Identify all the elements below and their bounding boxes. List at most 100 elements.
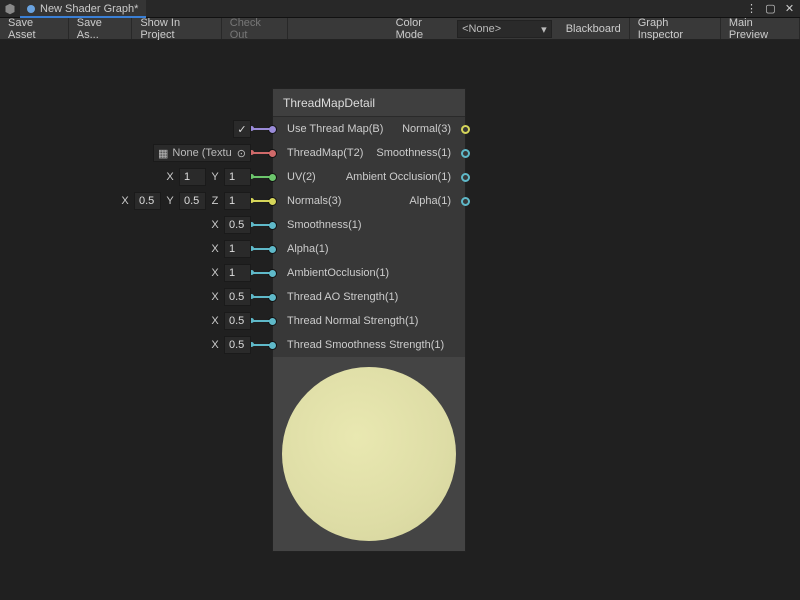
checkbox[interactable]: ✓ (233, 120, 251, 138)
close-icon[interactable]: ✕ (783, 2, 796, 15)
shader-node-threadmapdetail[interactable]: ThreadMapDetail Use Thread Map(B)✓Normal… (272, 88, 466, 552)
node-row: Normals(3)X0.5Y0.5Z1Alpha(1) (273, 189, 465, 213)
vector-component-label: X (208, 267, 222, 279)
vector-component-field[interactable]: 1 (224, 264, 251, 282)
color-mode-label: Color Mode (388, 18, 457, 39)
vector-component-label: X (208, 315, 222, 327)
vector-component-field[interactable]: 0.5 (134, 192, 161, 210)
input-port-label: UV(2) (287, 171, 316, 183)
port-connector (251, 248, 273, 250)
texture-icon: ▦ (158, 147, 168, 160)
blackboard-button[interactable]: Blackboard (558, 18, 630, 39)
port-connector (251, 176, 273, 178)
vector-component-label: X (208, 339, 222, 351)
input-port-label: Use Thread Map(B) (287, 123, 383, 135)
tab-title: New Shader Graph* (40, 3, 138, 15)
vector-component-field[interactable]: 0.5 (179, 192, 206, 210)
output-port-label: Ambient Occlusion(1) (346, 171, 451, 183)
vector-component-label: X (163, 171, 177, 183)
vector-component-label: X (118, 195, 132, 207)
port-inline-input: ▦ None (Textu ⊙ (153, 144, 251, 162)
output-port[interactable] (461, 149, 470, 158)
output-port-label: Normal(3) (402, 123, 451, 135)
node-row: Thread AO Strength(1)X0.5 (273, 285, 465, 309)
preview-sphere (282, 367, 456, 541)
input-port-label: Normals(3) (287, 195, 341, 207)
vector-component-field[interactable]: 1 (224, 240, 251, 258)
shadergraph-icon (26, 4, 36, 14)
graph-inspector-button[interactable]: Graph Inspector (630, 18, 721, 39)
object-field-text: None (Textu (172, 147, 232, 159)
vector-component-label: Y (163, 195, 177, 207)
kebab-menu-icon[interactable]: ⋮ (745, 2, 758, 15)
color-mode-dropdown[interactable]: <None> ▾ (457, 20, 552, 38)
input-port-label: ThreadMap(T2) (287, 147, 363, 159)
vector-component-field[interactable]: 0.5 (224, 336, 251, 354)
port-inline-input: X1Y1 (163, 168, 251, 186)
input-port-label: Thread Normal Strength(1) (287, 315, 418, 327)
node-row: Smoothness(1)X0.5 (273, 213, 465, 237)
output-port[interactable] (461, 173, 470, 182)
node-row: Alpha(1)X1 (273, 237, 465, 261)
input-port-label: Alpha(1) (287, 243, 329, 255)
node-row: Use Thread Map(B)✓Normal(3) (273, 117, 465, 141)
port-inline-input: X0.5 (208, 312, 251, 330)
editor-tab[interactable]: New Shader Graph* (20, 0, 146, 18)
port-connector (251, 224, 273, 226)
unity-icon (4, 3, 16, 15)
vector-component-label: Z (208, 195, 222, 207)
input-port-label: Smoothness(1) (287, 219, 362, 231)
port-inline-input: ✓ (233, 120, 251, 138)
port-inline-input: X1 (208, 240, 251, 258)
node-row: Thread Smoothness Strength(1)X0.5 (273, 333, 465, 357)
node-preview (273, 357, 465, 551)
vector-component-field[interactable]: 1 (224, 168, 251, 186)
node-row: Thread Normal Strength(1)X0.5 (273, 309, 465, 333)
vector-component-field[interactable]: 1 (179, 168, 206, 186)
output-port-label: Smoothness(1) (376, 147, 451, 159)
input-port-label: AmbientOcclusion(1) (287, 267, 389, 279)
vector-component-field[interactable]: 0.5 (224, 288, 251, 306)
main-preview-button[interactable]: Main Preview (721, 18, 800, 39)
node-row: UV(2)X1Y1Ambient Occlusion(1) (273, 165, 465, 189)
port-inline-input: X1 (208, 264, 251, 282)
port-inline-input: X0.5 (208, 288, 251, 306)
check-out-button: Check Out (222, 18, 288, 39)
node-title[interactable]: ThreadMapDetail (273, 89, 465, 117)
vector-component-label: Y (208, 171, 222, 183)
port-connector (251, 128, 273, 130)
vector-component-field[interactable]: 0.5 (224, 312, 251, 330)
output-port[interactable] (461, 125, 470, 134)
output-port[interactable] (461, 197, 470, 206)
port-connector (251, 344, 273, 346)
object-picker-icon[interactable]: ⊙ (237, 147, 246, 160)
graph-canvas[interactable]: ThreadMapDetail Use Thread Map(B)✓Normal… (0, 40, 800, 600)
color-mode-value: <None> (462, 23, 501, 35)
vector-component-field[interactable]: 0.5 (224, 216, 251, 234)
port-connector (251, 296, 273, 298)
chevron-down-icon: ▾ (541, 23, 547, 36)
node-row: ThreadMap(T2)▦None (Textu⊙Smoothness(1) (273, 141, 465, 165)
show-in-project-button[interactable]: Show In Project (132, 18, 221, 39)
node-row: AmbientOcclusion(1)X1 (273, 261, 465, 285)
object-field[interactable]: ▦ None (Textu ⊙ (153, 144, 251, 162)
save-as-button[interactable]: Save As... (69, 18, 133, 39)
input-port-label: Thread AO Strength(1) (287, 291, 398, 303)
vector-component-field[interactable]: 1 (224, 192, 251, 210)
port-connector (251, 272, 273, 274)
port-inline-input: X0.5Y0.5Z1 (118, 192, 251, 210)
port-inline-input: X0.5 (208, 336, 251, 354)
port-inline-input: X0.5 (208, 216, 251, 234)
toolbar: Save Asset Save As... Show In Project Ch… (0, 18, 800, 40)
titlebar: New Shader Graph* ⋮ ▢ ✕ (0, 0, 800, 18)
maximize-icon[interactable]: ▢ (764, 2, 777, 15)
port-connector (251, 200, 273, 202)
vector-component-label: X (208, 219, 222, 231)
vector-component-label: X (208, 291, 222, 303)
input-port-label: Thread Smoothness Strength(1) (287, 339, 444, 351)
output-port-label: Alpha(1) (409, 195, 451, 207)
port-connector (251, 152, 273, 154)
vector-component-label: X (208, 243, 222, 255)
save-asset-button[interactable]: Save Asset (0, 18, 69, 39)
port-connector (251, 320, 273, 322)
